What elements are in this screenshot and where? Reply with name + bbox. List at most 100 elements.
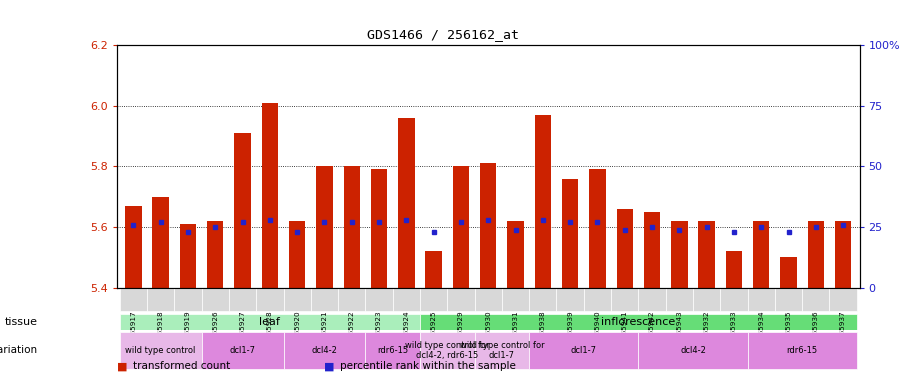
Bar <box>474 332 529 369</box>
Bar <box>535 115 551 288</box>
Bar <box>529 288 556 311</box>
Text: GSM65928: GSM65928 <box>267 310 273 350</box>
Bar <box>284 332 365 369</box>
Bar <box>256 288 284 311</box>
Bar <box>365 288 392 311</box>
Text: wild type control: wild type control <box>125 346 196 355</box>
Text: GSM65927: GSM65927 <box>239 310 246 350</box>
Text: GSM65939: GSM65939 <box>567 310 573 350</box>
Bar <box>474 288 502 311</box>
Bar <box>562 178 579 288</box>
Text: GSM65931: GSM65931 <box>512 310 518 350</box>
Bar <box>316 166 333 288</box>
Text: GSM65941: GSM65941 <box>622 310 627 350</box>
Bar <box>616 209 633 288</box>
Text: GSM65926: GSM65926 <box>212 310 219 350</box>
Text: genotype/variation: genotype/variation <box>0 345 38 355</box>
Bar <box>284 288 310 311</box>
Text: GSM65921: GSM65921 <box>321 310 328 350</box>
Text: dcl4-2: dcl4-2 <box>680 346 706 355</box>
Bar <box>202 288 229 311</box>
Text: dcl1-7: dcl1-7 <box>230 346 256 355</box>
Text: GSM65924: GSM65924 <box>403 310 410 350</box>
Text: transformed count: transformed count <box>133 361 230 371</box>
Text: wild type control for
dcl4-2, rdr6-15: wild type control for dcl4-2, rdr6-15 <box>405 340 490 360</box>
Text: dcl4-2: dcl4-2 <box>311 346 338 355</box>
Text: GSM65922: GSM65922 <box>349 310 355 350</box>
Text: rdr6-15: rdr6-15 <box>787 346 818 355</box>
Bar <box>125 206 141 288</box>
Bar <box>453 166 469 288</box>
Text: GSM65934: GSM65934 <box>758 310 764 350</box>
Bar <box>234 133 251 288</box>
Bar <box>338 288 365 311</box>
Text: GSM65919: GSM65919 <box>185 310 191 350</box>
Text: wild type control for
dcl1-7: wild type control for dcl1-7 <box>460 340 544 360</box>
Bar <box>590 170 606 288</box>
Bar <box>392 288 420 311</box>
Text: GSM65937: GSM65937 <box>840 310 846 350</box>
Bar <box>344 166 360 288</box>
Bar <box>420 288 447 311</box>
Bar <box>638 288 666 311</box>
Bar <box>644 212 661 288</box>
Text: GSM65930: GSM65930 <box>485 310 491 350</box>
Bar <box>202 332 284 369</box>
Text: leaf: leaf <box>259 316 280 327</box>
Text: GDS1466 / 256162_at: GDS1466 / 256162_at <box>367 28 519 41</box>
Bar <box>830 288 857 311</box>
Bar <box>120 332 202 369</box>
Text: ■: ■ <box>117 361 128 371</box>
Bar <box>748 288 775 311</box>
Bar <box>152 197 169 288</box>
Bar <box>398 118 415 288</box>
Bar <box>753 221 770 288</box>
Text: GSM65938: GSM65938 <box>540 310 545 350</box>
Bar <box>502 288 529 311</box>
Text: GSM65936: GSM65936 <box>813 310 819 350</box>
Text: GSM65940: GSM65940 <box>594 310 600 350</box>
Bar <box>802 288 830 311</box>
Bar <box>556 288 584 311</box>
Text: tissue: tissue <box>4 316 38 327</box>
Text: GSM65943: GSM65943 <box>676 310 682 350</box>
Bar <box>426 251 442 288</box>
Text: dcl1-7: dcl1-7 <box>571 346 597 355</box>
Text: GSM65918: GSM65918 <box>158 310 164 350</box>
Text: GSM65942: GSM65942 <box>649 310 655 350</box>
Bar <box>420 332 474 369</box>
Bar <box>775 288 802 311</box>
Bar <box>120 314 420 330</box>
Bar <box>480 164 497 288</box>
Bar <box>638 332 748 369</box>
Text: GSM65932: GSM65932 <box>704 310 709 350</box>
Bar <box>289 221 305 288</box>
Bar <box>698 221 715 288</box>
Bar <box>180 224 196 288</box>
Text: rdr6-15: rdr6-15 <box>377 346 409 355</box>
Bar <box>720 288 748 311</box>
Text: percentile rank within the sample: percentile rank within the sample <box>340 361 516 371</box>
Text: GSM65929: GSM65929 <box>458 310 464 350</box>
Bar <box>420 314 857 330</box>
Bar <box>666 288 693 311</box>
Bar <box>175 288 202 311</box>
Bar <box>310 288 338 311</box>
Bar <box>371 170 387 288</box>
Bar <box>780 258 796 288</box>
Bar <box>693 288 720 311</box>
Bar <box>671 221 688 288</box>
Bar <box>120 288 147 311</box>
Bar <box>365 332 420 369</box>
Bar <box>508 221 524 288</box>
Text: ■: ■ <box>324 361 335 371</box>
Text: GSM65933: GSM65933 <box>731 310 737 350</box>
Bar <box>262 103 278 288</box>
Text: inflorescence: inflorescence <box>601 316 676 327</box>
Bar <box>207 221 223 288</box>
Text: GSM65923: GSM65923 <box>376 310 382 350</box>
Text: GSM65935: GSM65935 <box>786 310 791 350</box>
Bar <box>447 288 474 311</box>
Text: GSM65917: GSM65917 <box>130 310 137 350</box>
Bar <box>529 332 638 369</box>
